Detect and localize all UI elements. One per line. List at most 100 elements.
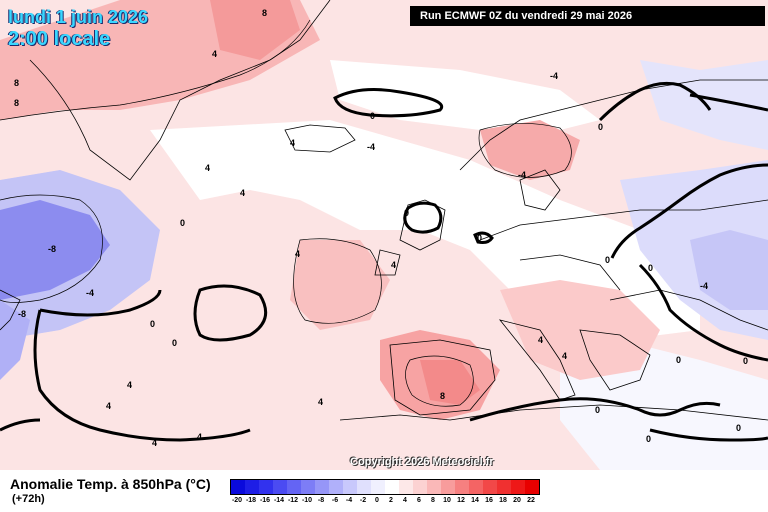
scale-swatch: [469, 480, 483, 494]
scale-tick-label: -18: [245, 497, 257, 504]
label-neg4-north: -4: [550, 71, 558, 81]
scale-tick-label: 12: [457, 497, 465, 504]
cold-anomaly-labrador-core: [0, 200, 110, 300]
scale-swatch: [343, 480, 357, 494]
label-4-madeira: 4: [127, 380, 132, 390]
label-neg8-canada: -8: [18, 309, 26, 319]
label-0-egypt: 0: [646, 434, 651, 444]
label-8-greenland: 8: [262, 8, 267, 18]
scale-tick-label: 0: [375, 497, 379, 504]
scale-swatch: [511, 480, 525, 494]
scale-tick-label: 16: [485, 497, 493, 504]
scale-tick-label: 2: [389, 497, 393, 504]
scale-swatch: [273, 480, 287, 494]
label-0-ireland: 0: [404, 208, 409, 218]
scale-swatch: [245, 480, 259, 494]
legend-bar: Anomalie Temp. à 850hPa (°C) (+72h) -20-…: [0, 470, 768, 512]
label-0-azores-b: 0: [172, 338, 177, 348]
warm-anomaly-greenland-core: [210, 0, 300, 60]
label-0-azores-a: 0: [150, 319, 155, 329]
scale-swatch: [301, 480, 315, 494]
scale-tick-label: -2: [359, 497, 367, 504]
warm-anomaly-scandinavia: [480, 120, 580, 180]
label-4-algeria: 4: [318, 397, 323, 407]
label-4-greenland: 4: [212, 49, 217, 59]
scale-tick-label: 4: [403, 497, 407, 504]
map-canvas: 8 8 8 4 -4 0 0 4 -4 4 4 -4 0 -8 -4 -8 0 …: [0, 0, 768, 470]
run-info: Run ECMWF 0Z du vendredi 29 mai 2026: [410, 6, 765, 26]
scale-tick-label: -6: [331, 497, 339, 504]
copyright-notice: Copyright 2026 Meteociel.fr: [350, 456, 494, 468]
label-4-adriatic: 4: [562, 351, 567, 361]
scale-swatch: [413, 480, 427, 494]
label-4-italy: 4: [538, 335, 543, 345]
label-4-morocco: 4: [106, 401, 111, 411]
scale-swatch: [259, 480, 273, 494]
scale-tick-label: 6: [417, 497, 421, 504]
temperature-anomaly-map: 8 8 8 4 -4 0 0 4 -4 4 4 -4 0 -8 -4 -8 0 …: [0, 0, 768, 470]
scale-tick-label: -10: [301, 497, 313, 504]
label-neg4-iceland: -4: [367, 142, 375, 152]
label-0-east: 0: [743, 356, 748, 366]
label-neg4-labrador: -4: [86, 288, 94, 298]
scale-tick-label: 10: [443, 497, 451, 504]
scale-swatch: [441, 480, 455, 494]
label-0-finland: 0: [598, 122, 603, 132]
scale-tick-label: -12: [287, 497, 299, 504]
label-0-netherlands: 0: [477, 233, 482, 243]
scale-tick-label: -20: [231, 497, 243, 504]
label-0-ukraine: 0: [648, 263, 653, 273]
label-4-atlantic-a: 4: [205, 163, 210, 173]
scale-tick-label: -14: [273, 497, 285, 504]
label-0-balkan: 0: [676, 355, 681, 365]
scale-tick-label: 22: [527, 497, 535, 504]
warm-anomaly-biscay: [290, 240, 390, 330]
legend-lead-time: (+72h): [12, 493, 45, 505]
label-4-atlantic-b: 4: [240, 188, 245, 198]
scale-swatch: [427, 480, 441, 494]
legend-title: Anomalie Temp. à 850hPa (°C): [10, 476, 211, 492]
scale-tick-label: 20: [513, 497, 521, 504]
scale-swatch: [385, 480, 399, 494]
label-4-iceland: 4: [290, 138, 295, 148]
scale-swatch: [315, 480, 329, 494]
label-0-turkey: 0: [736, 423, 741, 433]
scale-swatch: [399, 480, 413, 494]
label-4-irish-sea: 4: [391, 260, 396, 270]
scale-swatch: [483, 480, 497, 494]
scale-swatch: [497, 480, 511, 494]
label-0-libya: 0: [595, 405, 600, 415]
zero-contours: [0, 81, 768, 442]
scale-tick-label: -4: [345, 497, 353, 504]
label-neg4-norway: -4: [518, 170, 526, 180]
label-0-norwegian-sea: 0: [370, 111, 375, 121]
scale-tick-label: 14: [471, 497, 479, 504]
scale-swatch: [357, 480, 371, 494]
label-8-nw: 8: [14, 78, 19, 88]
label-4-canary: 4: [152, 438, 157, 448]
label-4-biscay: 4: [295, 249, 300, 259]
color-scale-ticks: -20 -18 -16 -14 -12 -10 -8 -6 -4 -2 0 2 4 6 8 10 12 14 16 1…: [230, 497, 538, 507]
anomaly-contours: [0, 19, 572, 407]
label-neg8-labrador: -8: [48, 244, 56, 254]
warm-anomaly-iberia-core: [420, 360, 480, 405]
scale-tick-label: -16: [259, 497, 271, 504]
cold-anomaly-russia-core: [690, 230, 768, 310]
cold-anomaly-westedge: [0, 300, 30, 380]
scale-swatch: [231, 480, 245, 494]
color-scale: [230, 479, 540, 495]
label-8-w: 8: [14, 98, 19, 108]
neutral-zone-north: [330, 60, 600, 130]
label-0-atlantic: 0: [180, 218, 185, 228]
label-0-poland: 0: [605, 255, 610, 265]
label-neg4-russia: -4: [700, 281, 708, 291]
scale-tick-label: -8: [317, 497, 325, 504]
scale-swatch: [525, 480, 539, 494]
map-labels: 8 8 8 4 -4 0 0 4 -4 4 4 -4 0 -8 -4 -8 0 …: [14, 8, 748, 448]
scale-tick-label: 18: [499, 497, 507, 504]
label-8-spain: 8: [440, 391, 445, 401]
label-4-sahara: 4: [197, 432, 202, 442]
scale-swatch: [455, 480, 469, 494]
date-line: lundi 1 juin 2026: [8, 7, 149, 27]
scale-swatch: [329, 480, 343, 494]
